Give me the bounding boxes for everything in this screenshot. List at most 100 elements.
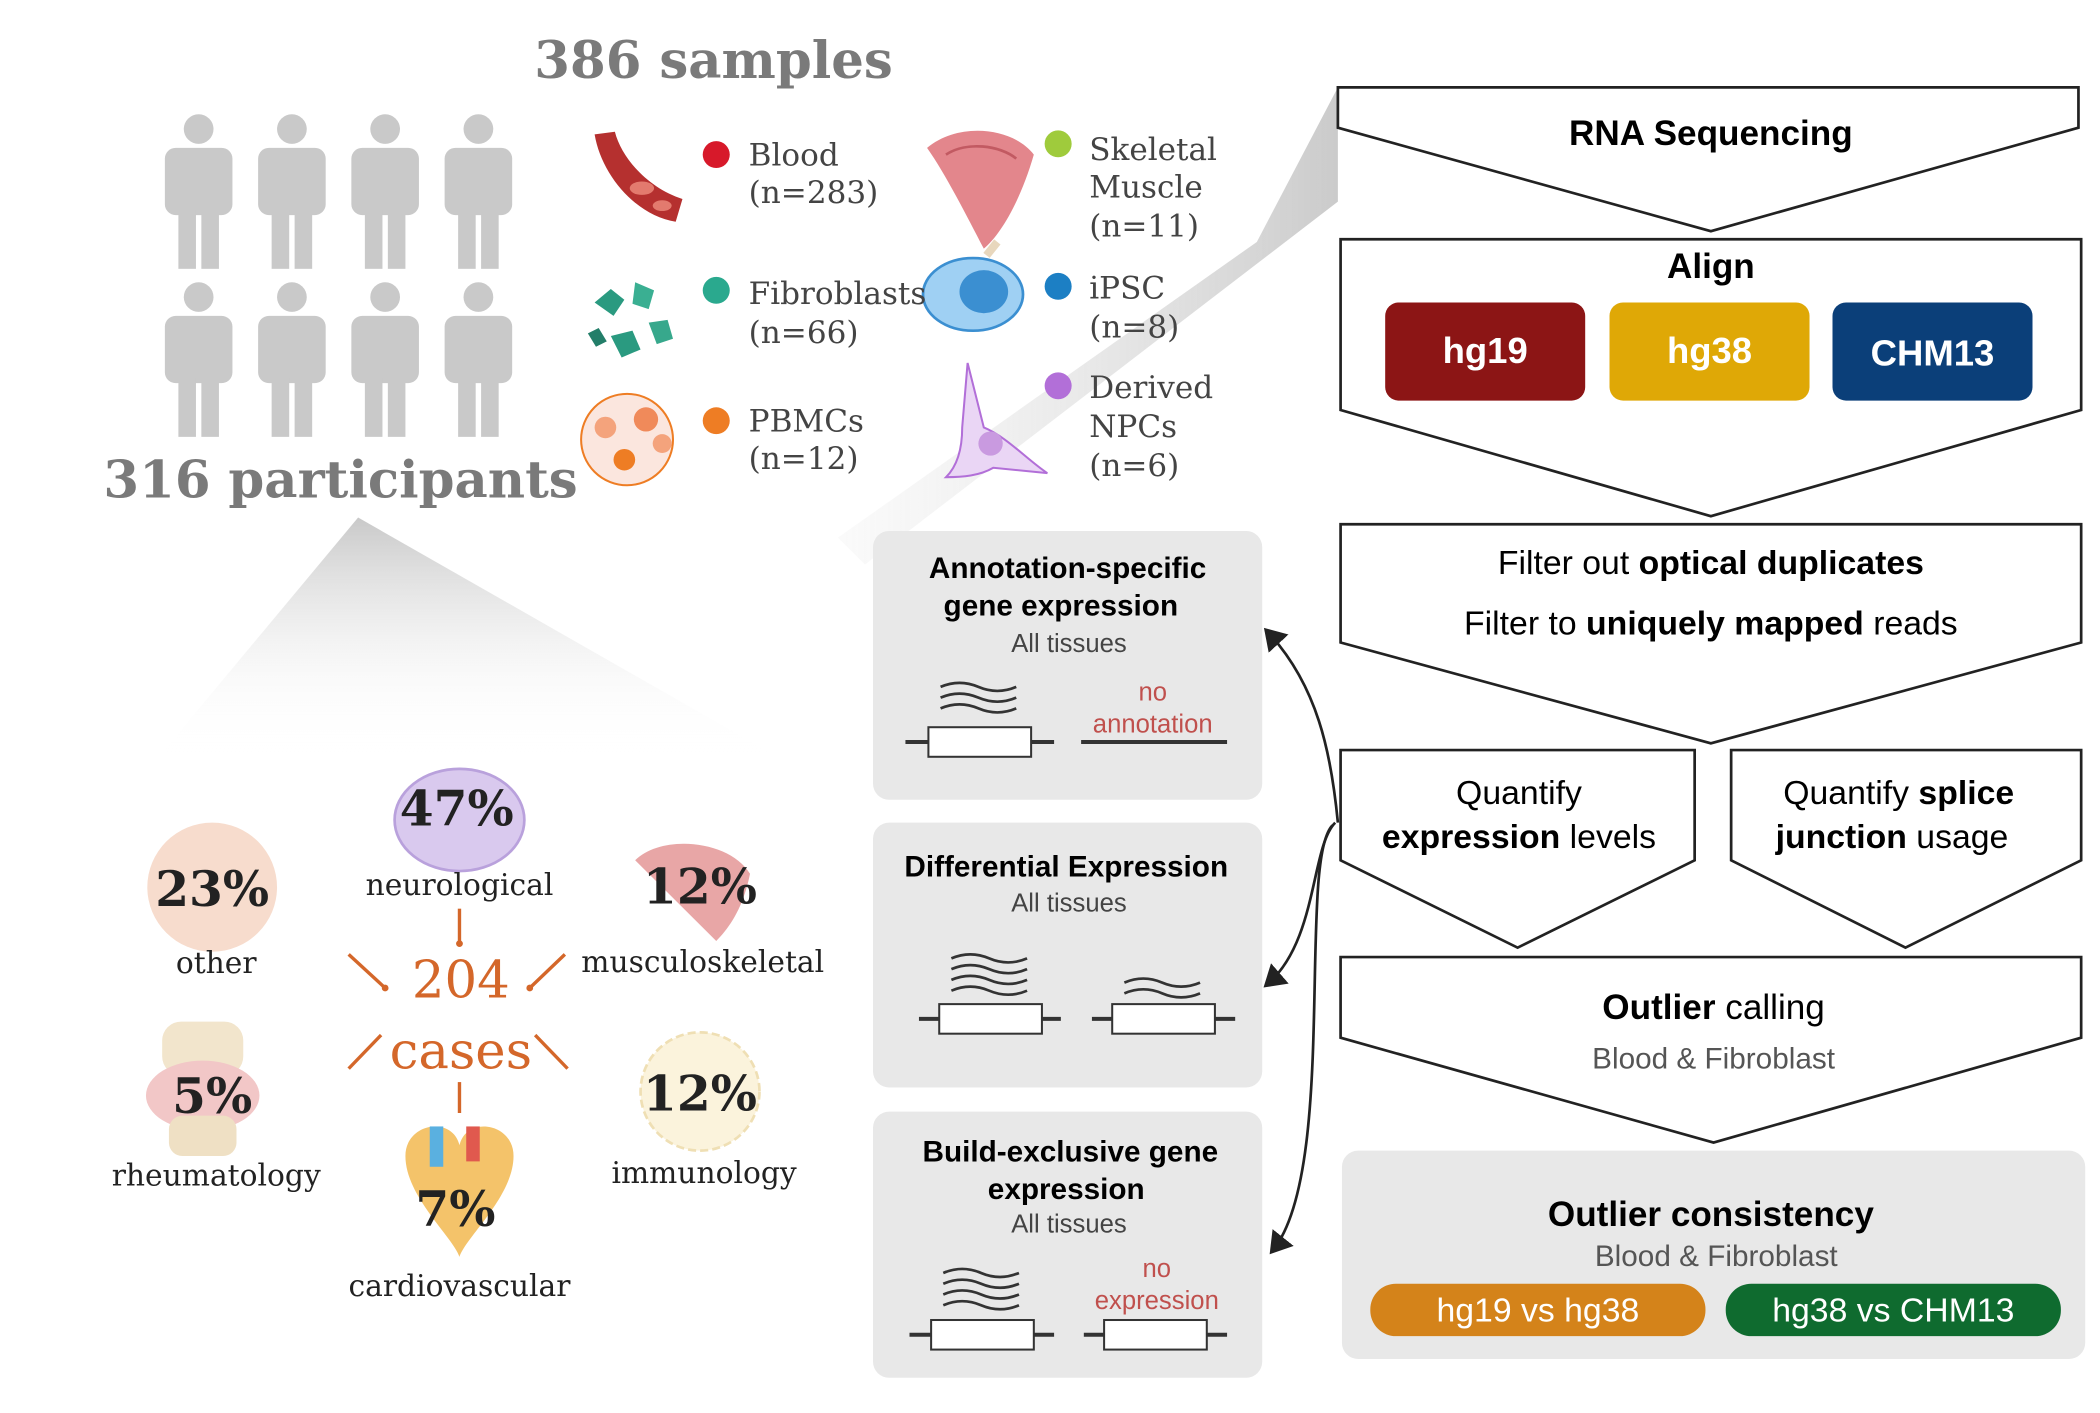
neurological-pct: 47% [400, 780, 514, 837]
no-annotation-line-2: annotation [1093, 711, 1213, 739]
annotation-specific-title-2: gene expression [944, 590, 1179, 623]
skeletal-muscle-icon [927, 130, 1034, 258]
cardiovascular-pct: 7% [415, 1181, 495, 1238]
person-icon [351, 114, 419, 269]
cases-section: 23% other 47% neurological 12% musculosk… [112, 767, 824, 1303]
muscle-icon [635, 843, 751, 941]
musculoskeletal-label: musculoskeletal [581, 944, 824, 979]
person-icon [444, 282, 513, 437]
other-pct: 23% [155, 861, 269, 918]
tissue-label-derived: Derived [1089, 370, 1213, 406]
tissue-label-muscle: Muscle [1089, 170, 1202, 206]
outlier-consistency-sub: Blood & Fibroblast [1595, 1240, 1839, 1273]
person-icon [164, 114, 233, 269]
tissue-label-blood: Blood [749, 137, 839, 173]
build-hg38-button [1609, 302, 1810, 401]
build-chm13-button [1832, 302, 2033, 401]
tissue-label-ipsc: iPSC [1089, 270, 1165, 306]
build-chm13-label: CHM13 [1871, 333, 1995, 374]
rna-seq-label: RNA Sequencing [1569, 114, 1853, 153]
joint-icon [145, 1021, 260, 1157]
pbmcs-icon [580, 392, 675, 487]
build-hg19-button [1385, 302, 1586, 401]
connector-arrows [1263, 627, 1340, 1255]
tissue-count-npcs: (n=6) [1089, 448, 1179, 484]
tissue-legend: Blood (n=283) Fibroblasts (n=66) PBMCs (… [702, 130, 1217, 484]
person-icon [351, 282, 419, 437]
low-expression-gene-icon [1091, 977, 1236, 1035]
no-annotation-line-1: no [1138, 678, 1167, 706]
compare-hg38-chm13-pill [1725, 1283, 2061, 1337]
fan-samples-to-pipeline [837, 87, 1338, 565]
quantify-splice-line-1: Quantify splice [1783, 775, 2014, 812]
participants-icon-grid [164, 114, 513, 437]
no-expression-line-2: expression [1095, 1287, 1219, 1315]
outlier-consistency-title: Outlier consistency [1548, 1195, 1875, 1234]
blood-vessel-icon [594, 131, 683, 222]
immunology-pct: 12% [643, 1065, 757, 1122]
filter-step [1339, 522, 2083, 745]
immunology-label: immunology [611, 1155, 797, 1190]
person-icon [444, 114, 513, 269]
tissue-label-skeletal: Skeletal [1089, 132, 1217, 168]
arrow-to-build-exclusive [1269, 824, 1334, 1255]
build-exclusive-sub: All tissues [1011, 1211, 1127, 1239]
filter-line-1: Filter out optical duplicates [1498, 545, 1924, 582]
quantify-expression-line-2: expression levels [1382, 819, 1656, 856]
differential-expression-sub: All tissues [1011, 889, 1127, 917]
pbmcs-dot [702, 407, 730, 435]
tissue-count-skeletal-muscle: (n=11) [1089, 209, 1199, 245]
build-hg38-label: hg38 [1667, 330, 1752, 371]
quantify-splice-step [1729, 748, 2083, 950]
arrow-to-annotation-specific [1263, 627, 1340, 823]
high-expression-gene-icon [918, 953, 1061, 1035]
quantify-expression-line-1: Quantify [1456, 775, 1582, 812]
tissue-label-npcs: NPCs [1089, 409, 1177, 445]
musculoskeletal-pct: 12% [643, 858, 757, 915]
annotation-specific-title-1: Annotation-specific [929, 552, 1206, 585]
tissue-label-fibroblasts: Fibroblasts [749, 276, 927, 312]
compare-hg38-chm13-label: hg38 vs CHM13 [1772, 1292, 2014, 1329]
build-exclusive-title-1: Build-exclusive gene [922, 1135, 1218, 1168]
person-icon [258, 114, 326, 269]
no-expression-line-1: no [1143, 1255, 1172, 1283]
brain-icon [393, 767, 526, 873]
rna-seq-step [1336, 86, 2080, 233]
other-circle [147, 822, 278, 952]
other-label: other [176, 945, 258, 980]
tissue-count-blood: (n=283) [749, 175, 879, 211]
skeletal-muscle-dot [1044, 130, 1072, 158]
pipeline: RNA Sequencing Align hg19 hg38 CHM13 Fil… [1336, 86, 2086, 1359]
samples-title: 386 samples [534, 31, 893, 91]
tissue-count-ipsc: (n=8) [1089, 309, 1179, 345]
rheumatology-label: rheumatology [112, 1158, 321, 1193]
quantify-splice-line-2: junction usage [1775, 819, 2009, 856]
person-icon [164, 282, 233, 437]
cases-label: cases [390, 1022, 532, 1082]
unexpressed-gene-icon [1083, 1318, 1228, 1351]
fibroblasts-icon [586, 271, 679, 363]
blood-dot [702, 141, 730, 169]
compare-hg19-hg38-label: hg19 vs hg38 [1436, 1292, 1639, 1329]
analysis-panels: Annotation-specific gene expression All … [873, 530, 1263, 1378]
tissue-count-fibroblasts: (n=66) [749, 315, 859, 351]
differential-expression-title: Differential Expression [904, 850, 1228, 883]
outlier-calling-label: Outlier calling [1602, 988, 1825, 1027]
cases-rays [347, 908, 569, 1113]
npcs-dot [1044, 372, 1072, 400]
arrow-to-differential-expression [1263, 821, 1337, 988]
ipsc-dot [1044, 272, 1072, 300]
gene-with-reads-icon [905, 681, 1055, 758]
outlier-calling-sub: Blood & Fibroblast [1592, 1043, 1836, 1076]
tissue-count-pbmcs: (n=12) [749, 441, 859, 477]
immune-cell-icon [639, 1031, 761, 1152]
tissue-label-pbmcs: PBMCs [749, 404, 864, 440]
neurological-label: neurological [366, 867, 554, 902]
rheumatology-pct: 5% [172, 1068, 252, 1125]
build-hg19-label: hg19 [1443, 330, 1528, 371]
npc-icon [943, 362, 1048, 479]
annotation-specific-sub: All tissues [1011, 630, 1127, 658]
outlier-calling-step [1339, 955, 2083, 1144]
